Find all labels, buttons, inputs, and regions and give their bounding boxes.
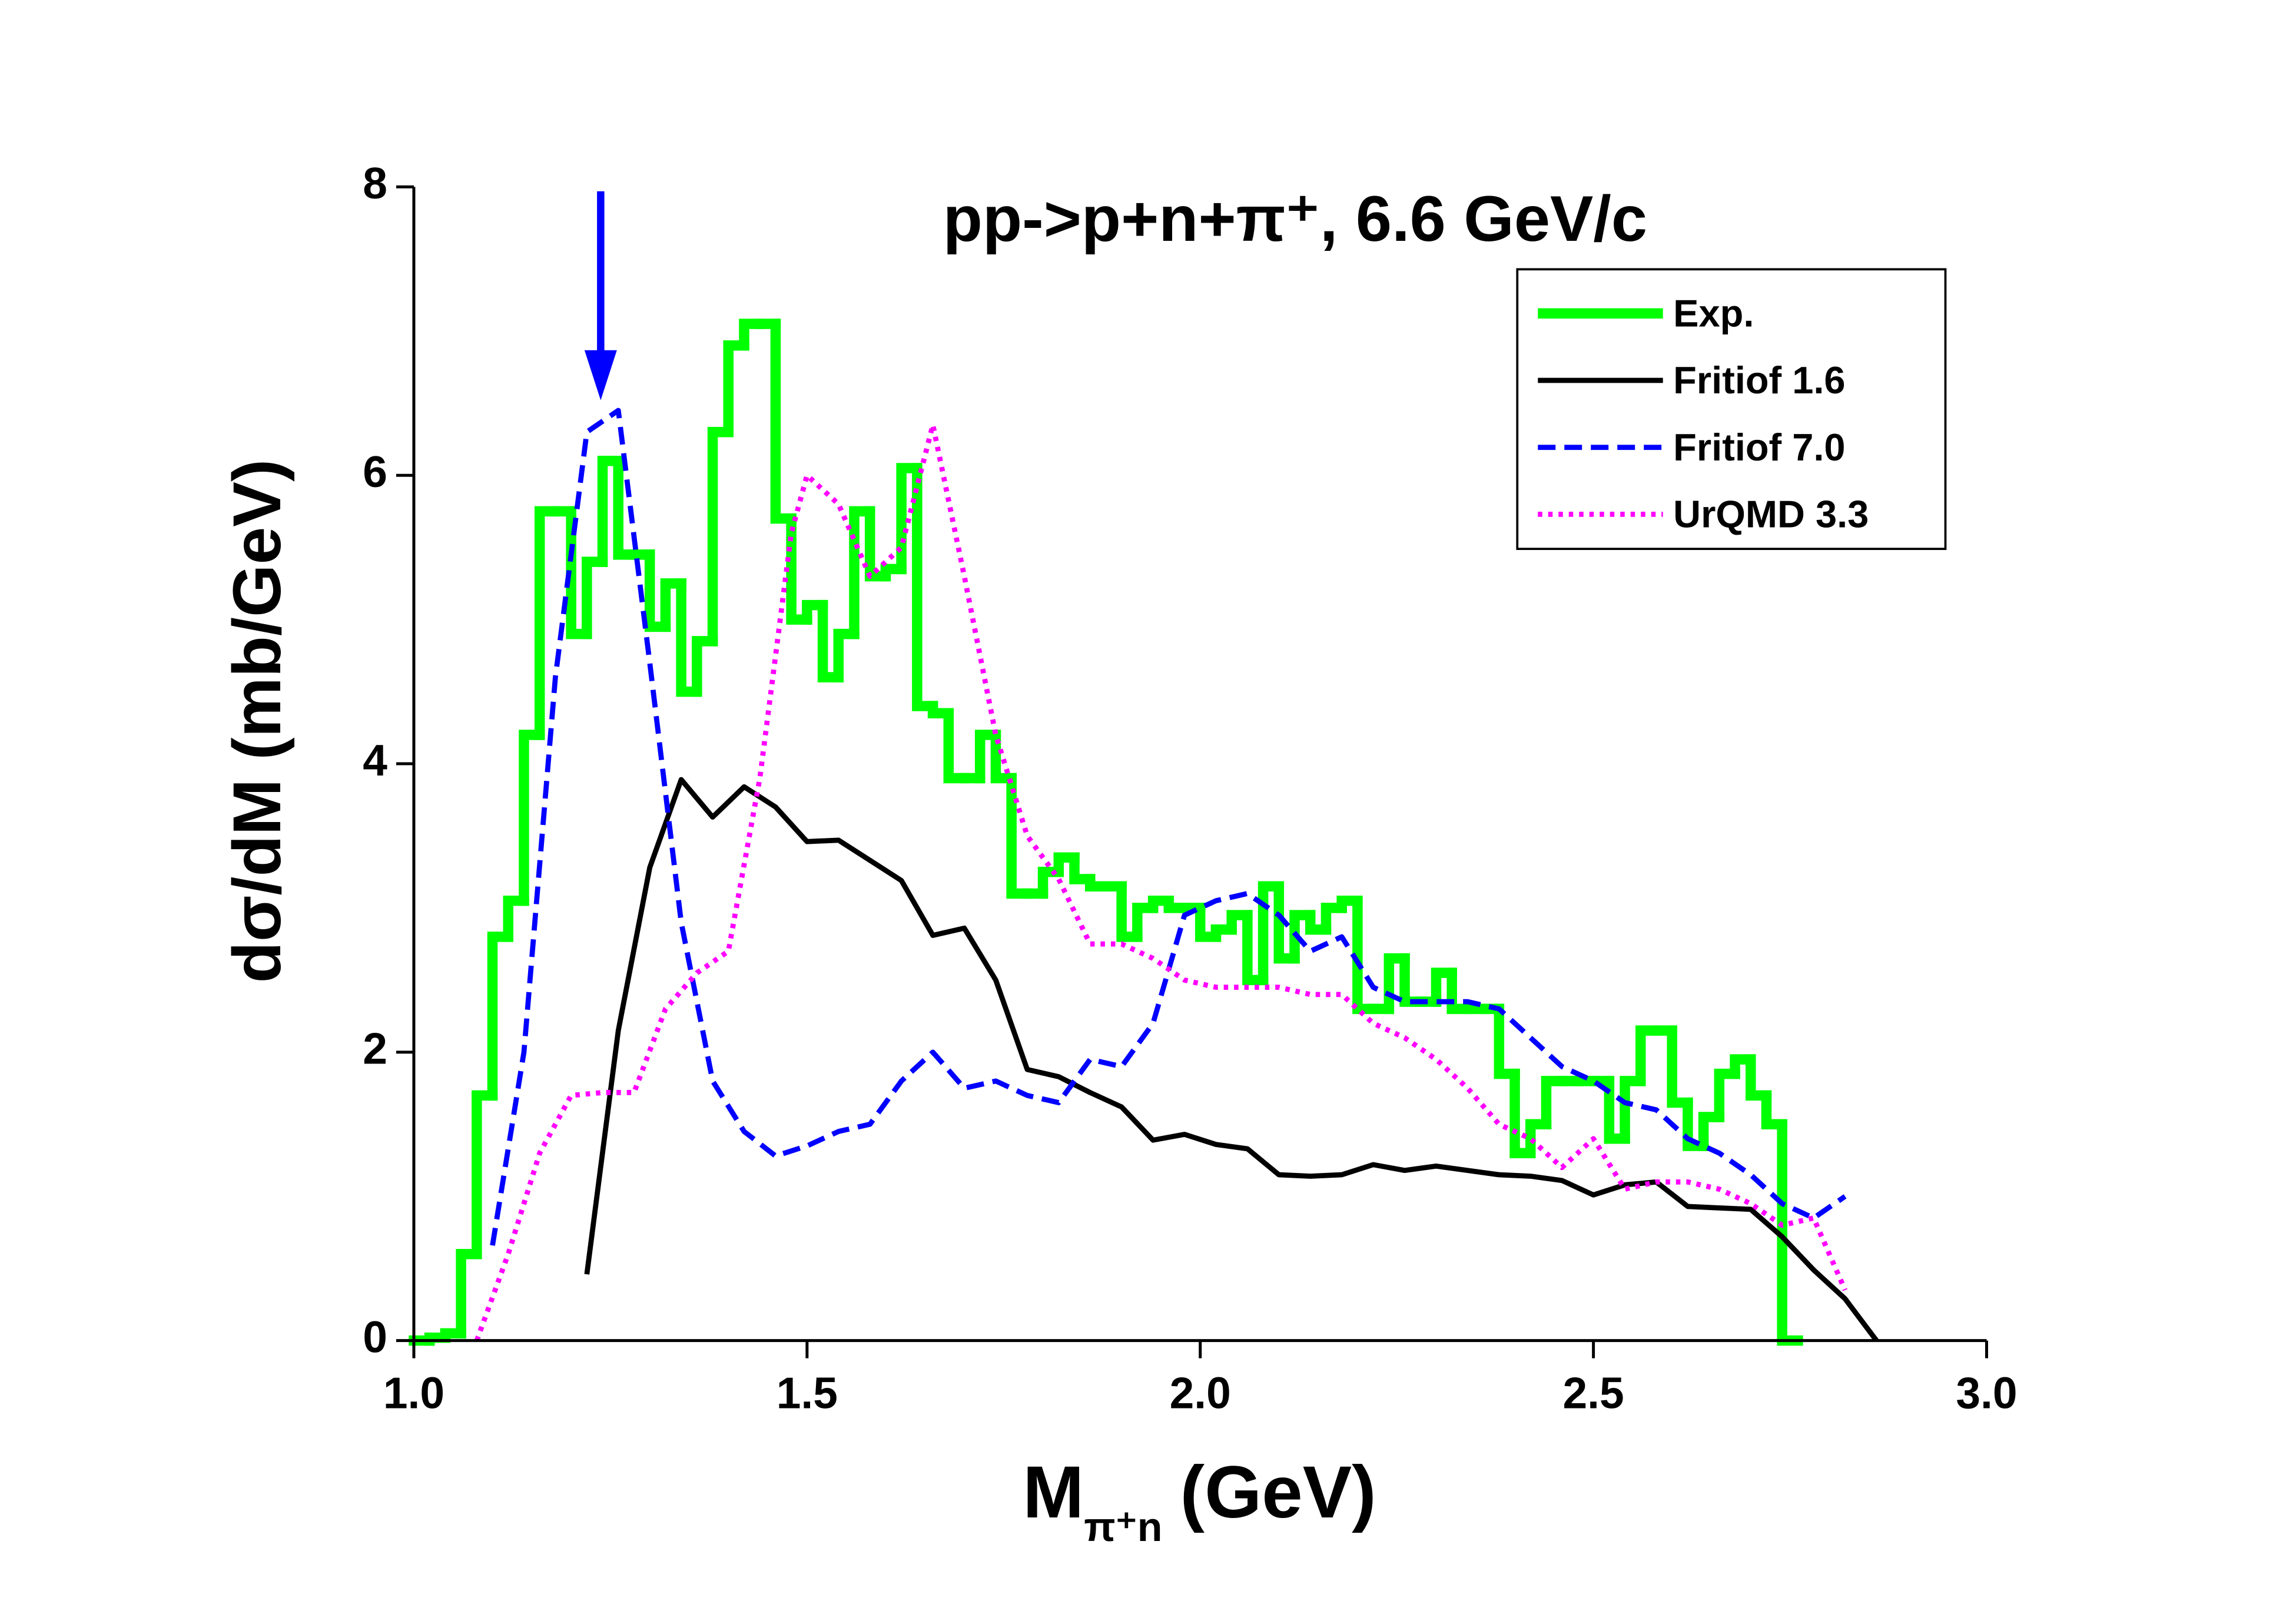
histogram-bin (1053, 852, 1080, 877)
histogram-bin (660, 578, 686, 632)
histogram-bin (1620, 1076, 1646, 1144)
legend-label: Exp. (1673, 291, 1754, 334)
histogram-bin (1289, 910, 1316, 964)
x-tick-label: 1.5 (777, 1368, 838, 1417)
histogram-bin (1006, 773, 1033, 899)
histogram-bin (1242, 910, 1269, 986)
y-tick-label: 6 (363, 447, 387, 496)
x-tick-label: 2.0 (1170, 1368, 1231, 1417)
x-axis-label-unit: (GeV) (1180, 1451, 1376, 1533)
histogram-bin (896, 463, 923, 575)
histogram-bin (770, 319, 797, 524)
x-tick-label: 1.0 (383, 1368, 444, 1417)
histogram-bin (802, 599, 828, 625)
histogram-bin (1431, 967, 1457, 1007)
histogram-bin (597, 455, 624, 567)
x-tick-label: 3.0 (1956, 1368, 2017, 1417)
series-line (474, 422, 1848, 1342)
histogram-bin (692, 636, 718, 697)
histogram-bin (974, 730, 1001, 784)
histogram-bin (1604, 1076, 1630, 1144)
x-axis-label: Mπ⁺n (GeV) (1023, 1451, 1376, 1550)
histogram-bin (927, 701, 954, 719)
histogram-bin (1163, 895, 1190, 913)
histogram-bin (1132, 903, 1159, 942)
arrow-head (584, 350, 617, 400)
y-axis-label: dσ/dM (mb/GeV) (220, 459, 295, 983)
histogram-bin (1116, 881, 1143, 942)
histogram-bin (880, 564, 907, 582)
histogram-bin (1509, 1068, 1536, 1159)
histogram-bin (1446, 967, 1473, 1015)
histogram-bin (1069, 852, 1096, 884)
y-tick-label: 2 (363, 1024, 387, 1073)
plot-area (409, 319, 1879, 1346)
histogram-bin (1541, 1076, 1567, 1130)
x-tick-label: 2.5 (1562, 1368, 1624, 1417)
histogram-bin (1698, 1112, 1725, 1151)
histogram-bin (1210, 924, 1237, 942)
histogram-bin (1084, 874, 1111, 892)
histogram-bin (472, 1090, 498, 1260)
histogram-bin (456, 1248, 482, 1339)
histogram-bin (739, 319, 765, 351)
histogram-bin (1494, 1003, 1520, 1079)
y-tick-label: 8 (363, 158, 387, 208)
histogram-bin (1352, 895, 1379, 1015)
histogram-bin (1336, 895, 1363, 913)
histogram-bin (1273, 881, 1300, 964)
legend-label: Fritiof 7.0 (1673, 426, 1845, 469)
annotation-arrow (584, 191, 617, 400)
chart-title: pp->p+n+π⁺, 6.6 GeV/c (943, 183, 1647, 255)
histogram-bin (1635, 1025, 1662, 1086)
histogram-bin (644, 549, 671, 632)
histogram-bin (912, 463, 938, 711)
histogram-bin (440, 1328, 466, 1343)
histogram-bin (519, 730, 545, 906)
histogram-bin (943, 708, 970, 784)
histogram-bin (487, 932, 513, 1101)
histogram-bin (582, 556, 608, 639)
x-axis-label-main: M (1023, 1451, 1084, 1533)
histogram-bin (1320, 903, 1347, 935)
histogram-bin (1305, 910, 1332, 935)
histogram-bin (817, 599, 844, 682)
histogram-bin (613, 455, 639, 560)
histogram-bin (990, 730, 1017, 784)
histogram-bin (1226, 910, 1253, 935)
histogram-bin (707, 426, 734, 647)
histogram-bin (503, 895, 529, 942)
y-tick-label: 4 (363, 735, 387, 785)
histogram-bin (1525, 1119, 1552, 1159)
histogram-bin (534, 506, 561, 740)
histogram-bin (1730, 1054, 1756, 1079)
x-axis-label-subscript: π⁺n (1084, 1504, 1162, 1550)
histogram-bin (723, 340, 749, 438)
histogram-bin (833, 628, 860, 682)
histogram-bin (1195, 903, 1222, 942)
histogram-bin (1147, 895, 1174, 913)
histogram-bin (676, 578, 702, 697)
histogram-bin (1667, 1025, 1693, 1108)
series-line (584, 777, 1879, 1343)
y-tick-label: 0 (363, 1312, 387, 1361)
legend-label: UrQMD 3.3 (1673, 493, 1869, 536)
histogram-bin (1258, 881, 1285, 986)
histogram-bin (1761, 1090, 1787, 1130)
histogram-bin (1714, 1068, 1740, 1122)
histogram-bin (849, 506, 875, 639)
histogram-bin (786, 513, 812, 625)
legend-label: Fritiof 1.6 (1673, 359, 1845, 402)
histogram-bin (1746, 1054, 1772, 1101)
